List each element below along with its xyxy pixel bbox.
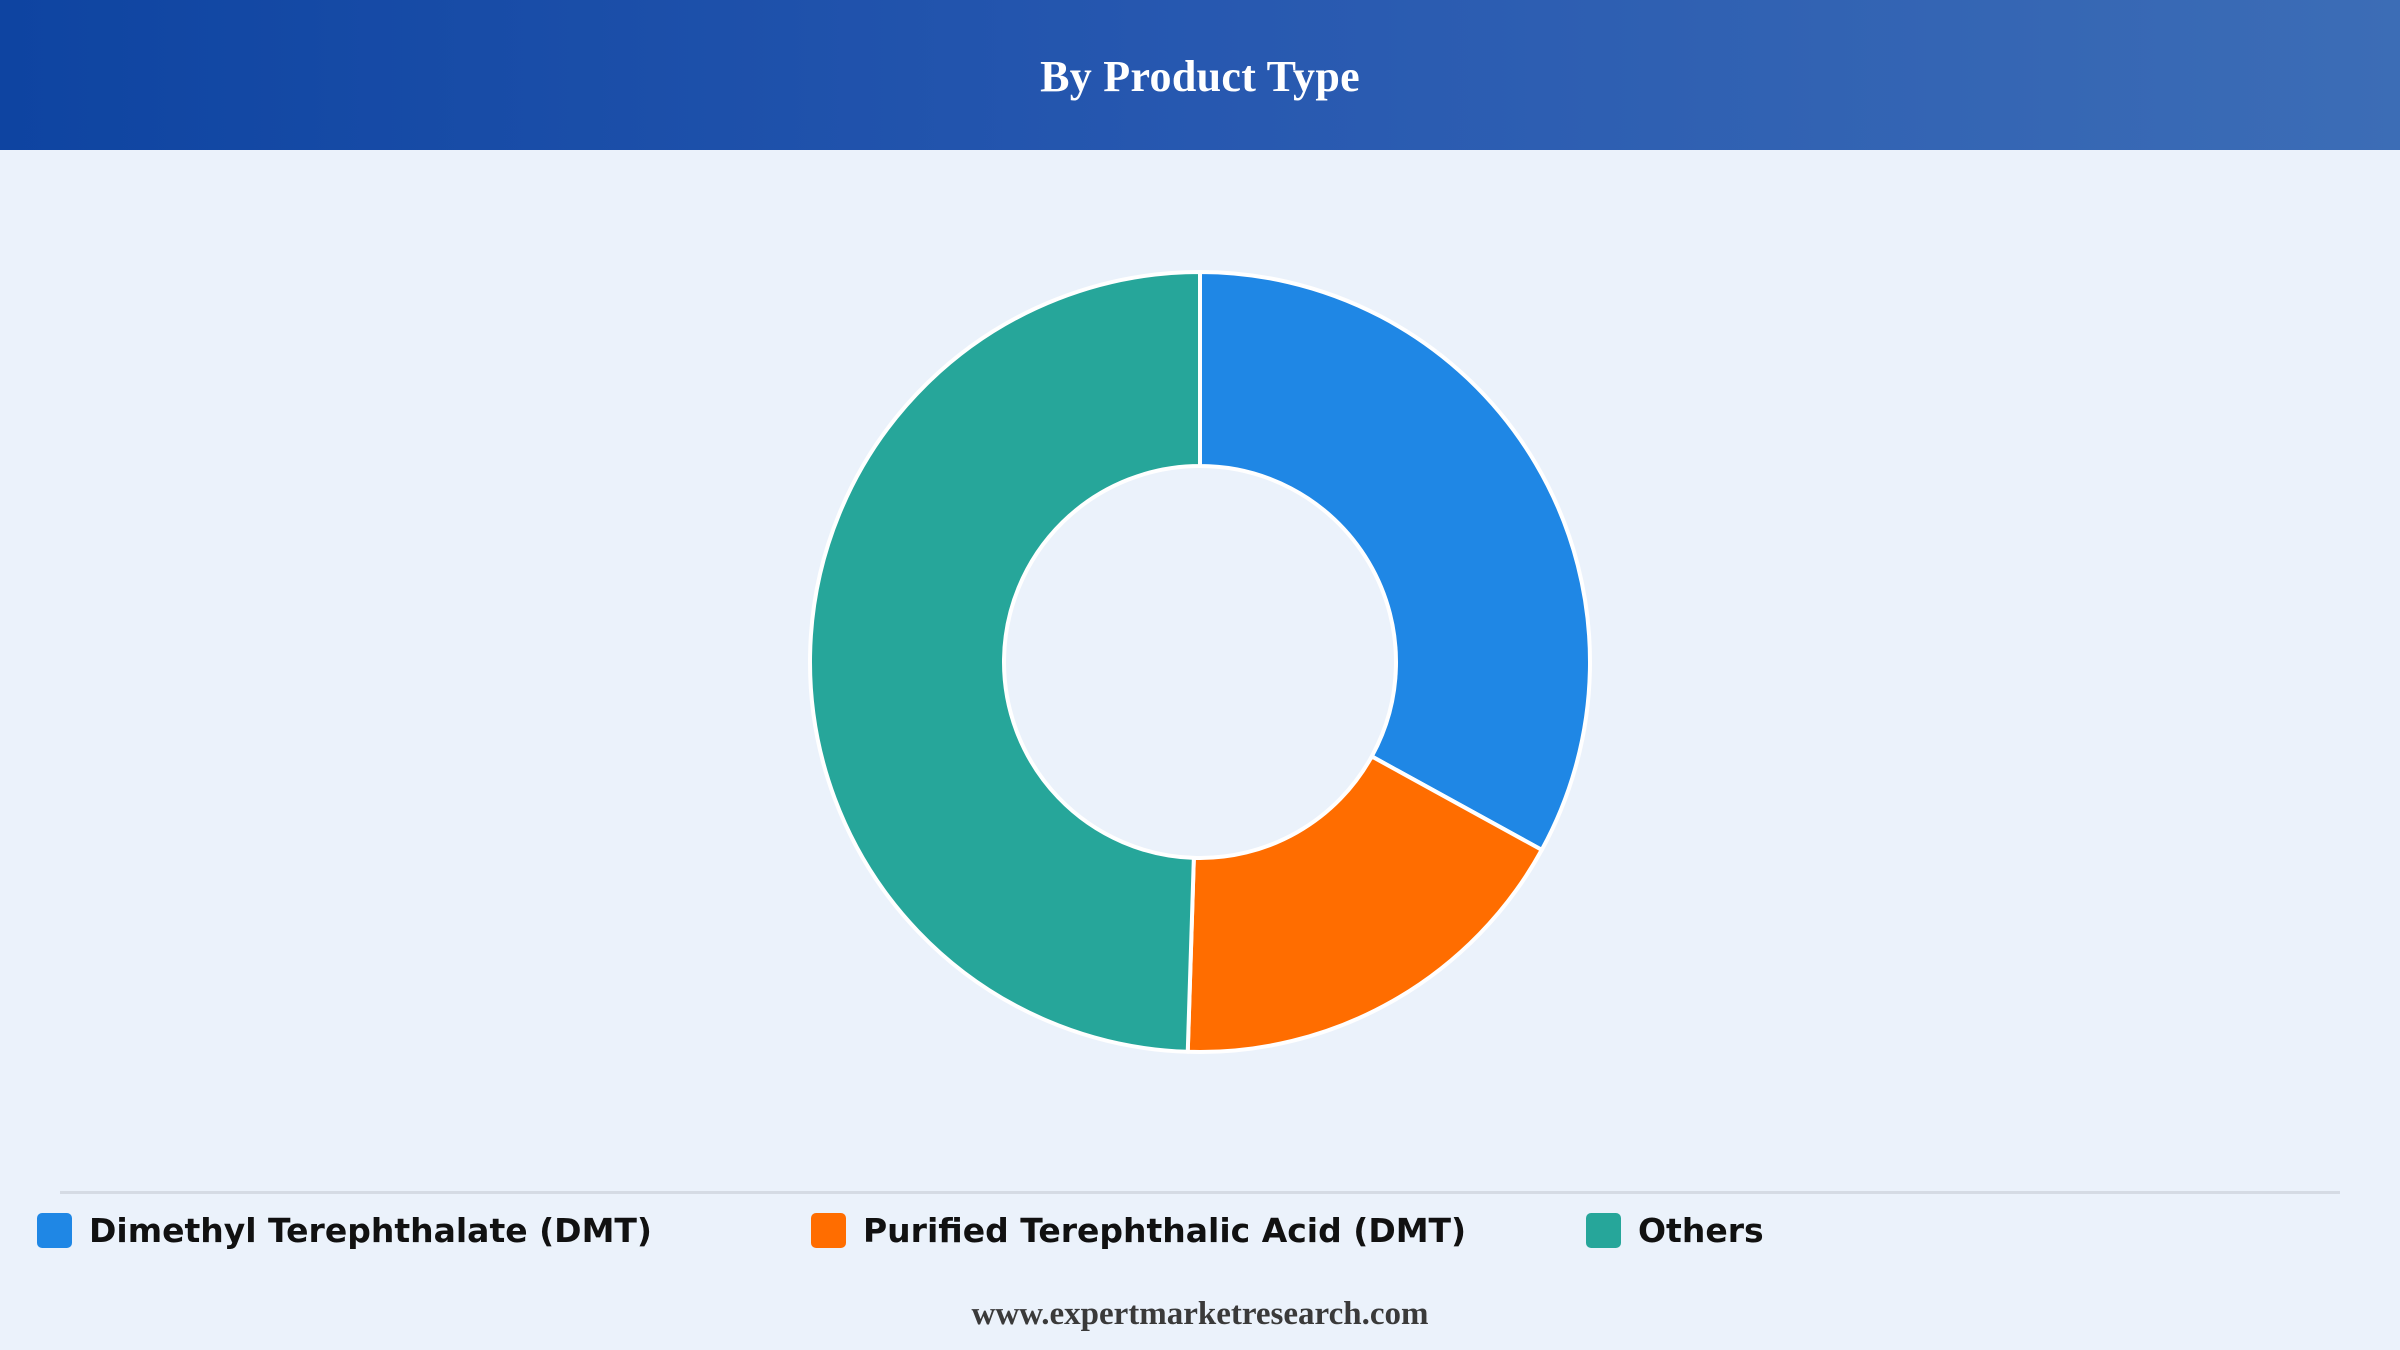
legend-swatch-others (1586, 1212, 1621, 1248)
legend-divider (60, 1191, 2340, 1194)
chart-title: By Product Type (1040, 51, 1360, 101)
donut-chart (808, 270, 1592, 1054)
legend-item-others[interactable]: Others (1586, 1205, 1764, 1255)
source-footer: www.expertmarketresearch.com (971, 1296, 1429, 1332)
donut-slice-2[interactable] (808, 270, 1202, 1054)
legend-item-dmt[interactable]: Dimethyl Terephthalate (DMT) (37, 1205, 652, 1255)
legend-item-pta[interactable]: Purified Terephthalic Acid (DMT) (811, 1205, 1466, 1255)
donut-slice-1[interactable] (1185, 754, 1544, 1054)
legend-label-others: Others (1638, 1210, 1764, 1250)
legend-label-dmt: Dimethyl Terephthalate (DMT) (89, 1210, 652, 1250)
legend-label-pta: Purified Terephthalic Acid (DMT) (863, 1210, 1467, 1250)
donut-slice-0[interactable] (1198, 270, 1592, 852)
legend-swatch-pta (811, 1212, 846, 1248)
header-bar: By Product Type (0, 0, 2400, 150)
legend: Dimethyl Terephthalate (DMT) Purified Te… (0, 1205, 2400, 1255)
legend-swatch-dmt (37, 1212, 72, 1248)
